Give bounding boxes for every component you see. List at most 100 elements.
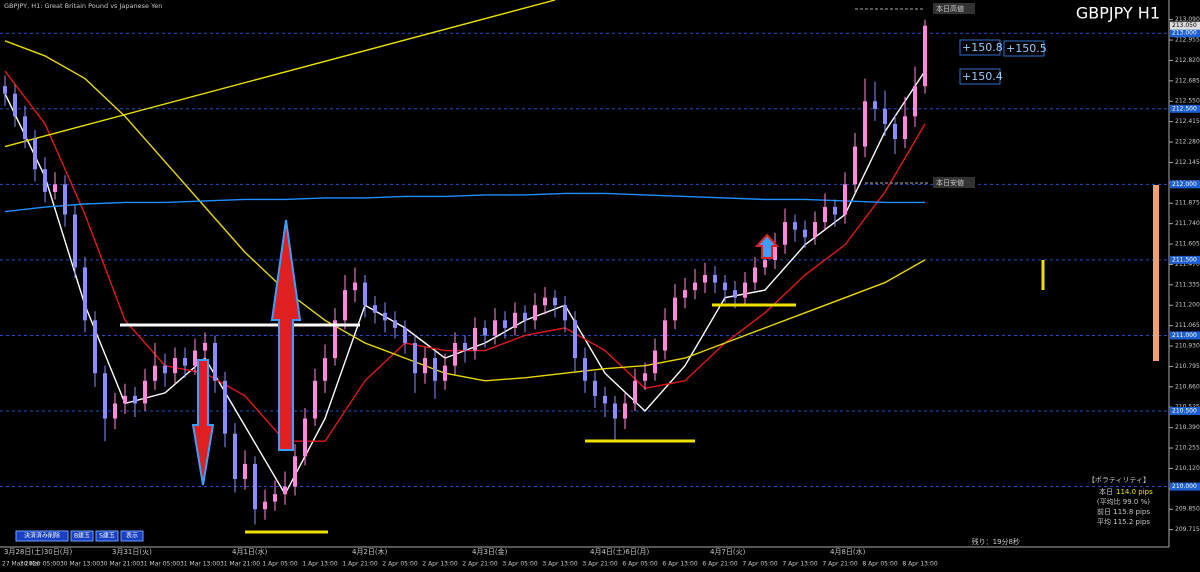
level-label: 210.500	[1172, 408, 1197, 415]
candle-body	[483, 327, 487, 336]
candle-body	[543, 297, 547, 306]
button-label[interactable]: 決済済み削除	[24, 532, 60, 540]
candle-body	[793, 222, 797, 230]
candle-body	[123, 395, 127, 404]
y-tick-label: 211.740	[1175, 220, 1200, 227]
candle-body	[313, 380, 317, 419]
candle-body	[673, 297, 677, 321]
candle-body	[443, 365, 447, 381]
y-tick-label: 210.795	[1175, 363, 1200, 370]
candle-body	[733, 290, 737, 298]
candle-body	[533, 305, 537, 321]
candle-body	[363, 282, 367, 306]
x-tick-label: 8 Apr 05:00	[862, 561, 897, 568]
y-tick-label: 211.065	[1175, 322, 1200, 329]
vol-avg: 平均 115.2 pips	[1097, 517, 1150, 526]
price-box	[1170, 21, 1200, 30]
button[interactable]	[70, 530, 94, 542]
candle-body	[753, 267, 757, 283]
level-box	[1170, 331, 1200, 340]
y-tick-label: 212.280	[1175, 139, 1200, 146]
level-box	[1170, 29, 1200, 38]
y-tick-label: 212.685	[1175, 77, 1200, 84]
candle-body	[923, 25, 927, 87]
x-tick-label: 2 Apr 21:00	[462, 561, 497, 568]
x-tick-label: 30 Mar 13:00	[60, 561, 100, 568]
candle-body	[613, 403, 617, 419]
x-tick-label: 6 Apr 13:00	[662, 561, 697, 568]
up-arrow	[754, 233, 780, 259]
candle-body	[403, 327, 407, 344]
candle-body	[693, 282, 697, 291]
day-label: 4月2日(木)	[352, 547, 388, 556]
x-tick-label: 27 Mar 2026	[2, 561, 40, 568]
candle-body	[283, 486, 287, 495]
pips-box	[959, 39, 1001, 56]
high-box	[933, 3, 975, 14]
candle-body	[713, 275, 717, 283]
day-label: 4月1日(水)	[232, 547, 268, 556]
candle-body	[773, 244, 777, 260]
vol-prev: 前日 115.8 pips	[1097, 507, 1150, 516]
chart-title: GBPJPY, H1: Great Britain Pound vs Japan…	[4, 2, 162, 10]
button-label[interactable]: B建玉	[74, 532, 90, 540]
candle-body	[893, 123, 897, 140]
level-label: 210.000	[1172, 483, 1197, 490]
vol-title: 【ボラティリティ】	[1088, 476, 1150, 484]
candle-body	[723, 282, 727, 291]
candle-body	[803, 229, 807, 238]
level-box	[1170, 255, 1200, 264]
x-tick-label: 2 Apr 05:00	[382, 561, 417, 568]
candle-body	[223, 380, 227, 434]
x-tick-label: 30 Mar 05:00	[20, 561, 60, 568]
candle-body	[873, 101, 877, 109]
day-low: 本日安値	[936, 178, 964, 187]
y-tick-label: 212.415	[1175, 118, 1200, 125]
x-tick-label: 30 Mar 21:00	[100, 561, 140, 568]
candle-body	[373, 305, 377, 313]
candle-body	[623, 403, 627, 419]
pips-box	[1003, 40, 1045, 57]
candle-body	[193, 350, 197, 366]
y-tick-label: 210.255	[1175, 445, 1200, 452]
candle-body	[83, 267, 87, 321]
day-label: 4月3日(金)	[472, 547, 508, 556]
candle-body	[183, 358, 187, 366]
candle-body	[383, 312, 387, 321]
candle-body	[143, 380, 147, 404]
y-tick-label: 210.120	[1175, 465, 1200, 472]
button[interactable]	[15, 530, 69, 542]
button-label[interactable]: S建玉	[99, 532, 115, 540]
y-tick-label: 212.550	[1175, 98, 1200, 105]
level-label: 212.000	[1172, 181, 1197, 188]
candle-body	[503, 320, 507, 328]
x-tick-label: 31 Mar 21:00	[220, 561, 260, 568]
candle-body	[783, 222, 787, 245]
candle-body	[333, 320, 337, 359]
button[interactable]	[120, 530, 144, 542]
candle-body	[23, 116, 27, 140]
y-tick-label: 213.090	[1175, 16, 1200, 23]
candle-body	[263, 501, 267, 510]
remaining: 残り：19分8秒	[972, 537, 1020, 546]
candle-body	[833, 207, 837, 215]
candle-body	[43, 169, 47, 192]
button-label[interactable]: 表示	[126, 532, 138, 540]
candle-body	[153, 365, 157, 381]
moving-average	[4, 40, 926, 382]
y-tick-label: 210.930	[1175, 343, 1200, 350]
y-tick-label: 212.145	[1175, 159, 1200, 166]
down-arrow	[191, 359, 215, 486]
button[interactable]	[95, 530, 119, 542]
candle-body	[683, 290, 687, 298]
up-arrow	[270, 219, 302, 451]
candle-body	[493, 320, 497, 336]
candle-body	[133, 395, 137, 404]
y-tick-label: 211.875	[1175, 200, 1200, 207]
low-box	[933, 177, 975, 188]
level-label: 211.500	[1172, 256, 1197, 263]
x-tick-label: 7 Apr 13:00	[782, 561, 817, 568]
candle-body	[103, 373, 107, 419]
